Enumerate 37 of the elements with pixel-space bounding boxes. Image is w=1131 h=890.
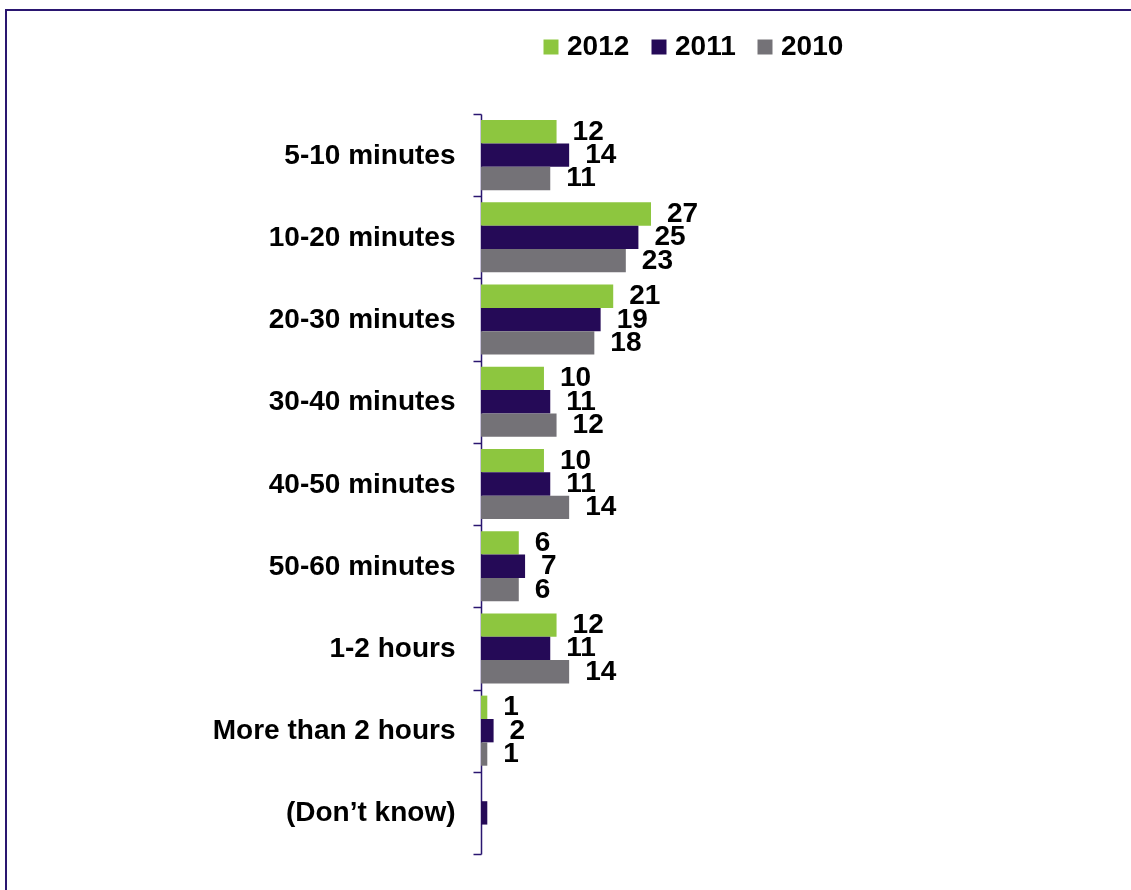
- legend-label: 2010: [781, 30, 844, 61]
- y-tick-label: 40-50 minutes: [268, 467, 456, 499]
- bar: [481, 331, 595, 355]
- y-tick-label: 5-10 minutes: [284, 138, 456, 170]
- bar: [481, 413, 557, 437]
- y-tick-label: 30-40 minutes: [268, 385, 456, 417]
- legend-label: 2012: [567, 30, 630, 61]
- y-tick-label: (Don’t know): [285, 796, 456, 828]
- y-tick-label: 20-30 minutes: [268, 303, 456, 335]
- y-tick-label: 1-2 hours: [329, 631, 456, 663]
- bar: [481, 718, 494, 743]
- bar: [481, 660, 570, 684]
- bar: [481, 202, 651, 226]
- bar: [481, 742, 488, 766]
- bar: [481, 554, 526, 578]
- bar: [481, 472, 551, 496]
- y-tick-label: 10-20 minutes: [268, 220, 456, 252]
- bar: [481, 143, 570, 167]
- bar: [481, 307, 601, 332]
- bar: [481, 695, 488, 719]
- bar: [481, 225, 639, 250]
- y-tick-label: More than 2 hours: [212, 714, 456, 746]
- bar: [481, 284, 614, 308]
- bar: [481, 801, 488, 825]
- bar: [481, 495, 570, 520]
- bar: [481, 390, 551, 414]
- legend-label: 2011: [675, 30, 736, 61]
- bar: [481, 577, 519, 602]
- bar: [481, 613, 557, 637]
- bar: [481, 636, 551, 661]
- y-tick-label: 50-60 minutes: [268, 549, 456, 581]
- bar: [481, 120, 557, 144]
- bar: [481, 166, 551, 191]
- bar: [481, 448, 544, 473]
- bar: [481, 531, 519, 555]
- bar: [481, 249, 626, 273]
- bar: [481, 366, 544, 391]
